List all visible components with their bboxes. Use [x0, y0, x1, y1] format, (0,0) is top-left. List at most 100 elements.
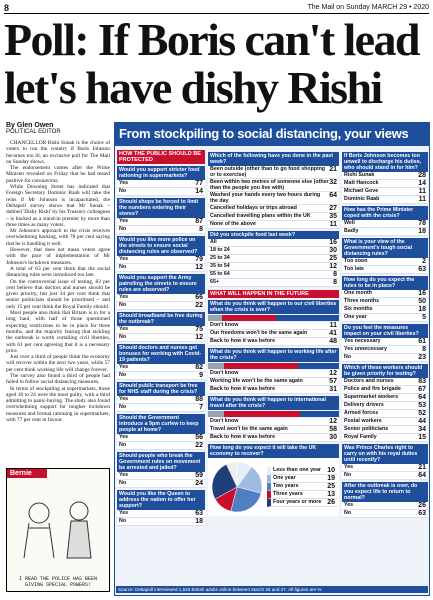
question: Which of the following have you done in … [208, 152, 339, 166]
answer-row: Well 78 [342, 220, 428, 228]
answer-value: 15 [418, 434, 426, 441]
article: CHANCELLOR Rishi Sunak is the choice of … [6, 140, 110, 465]
question: How long do you expect the rules to be i… [342, 276, 428, 290]
answer-row: Matt Hancock 14 [342, 180, 428, 188]
bar-segment [223, 363, 299, 369]
answer-label: Yes [119, 256, 129, 262]
answer-row: No 24 [117, 480, 205, 488]
bar-segment [299, 411, 339, 417]
answer-row: Yes 56 [117, 434, 205, 442]
answer-row: Armed forces 52 [342, 410, 428, 418]
legend-row: Three years 13 [267, 491, 337, 499]
legend-value: 19 [327, 475, 335, 482]
panel-title: From stockpiling to social distancing, y… [114, 122, 430, 146]
question: If Boris Johnson becomes too unwell to d… [342, 152, 428, 172]
answer-value: 7 [199, 404, 203, 411]
source-note: Source: Deltapoll interviewed 1,545 Brit… [116, 586, 428, 593]
answer-label: Been outside (other than to go food shop… [210, 166, 326, 178]
answer-row: Senior politicians 34 [342, 426, 428, 434]
answer-value: 44 [418, 418, 426, 425]
question: Should the Government introduce a 9pm cu… [117, 414, 205, 434]
answer-row: Michael Gove 11 [342, 188, 428, 196]
question: Was Prince Charles right to carry on wit… [342, 444, 428, 464]
article-paragraph: However, that does not mean voters agree… [6, 247, 110, 266]
answer-label: Cancelled holidays or trips abroad [210, 205, 297, 211]
answer-row: 65+ 8 [208, 279, 339, 287]
answer-value: 22 [195, 442, 203, 449]
answer-value: 30 [329, 247, 337, 254]
bar-segment [208, 363, 224, 369]
pie-legend: Less than one year 10 One year 19 Two years 2… [267, 467, 337, 507]
byline-name: By Glen Owen [6, 122, 54, 129]
answer-label: No [119, 404, 127, 410]
answer-label: Yes [119, 434, 129, 440]
masthead: The Mail on Sunday MARCH 29 • 2020 [307, 4, 429, 11]
answer-value: 52 [418, 410, 426, 417]
cartoon-title: Bernie [7, 469, 47, 478]
question: Would you like the Queen to address the … [117, 490, 205, 510]
answer-value: 64 [418, 472, 426, 479]
section-heading: HOW THE PUBLIC SHOULD BE PROTECTED [117, 150, 205, 164]
question: Would you support stricter food rationin… [117, 166, 205, 180]
answer-row: Yes 63 [117, 510, 205, 518]
bar-segment [223, 411, 300, 417]
answer-value: 12 [195, 334, 203, 341]
answer-label: Rishi Sunak [344, 172, 375, 178]
legend-value: 26 [327, 499, 335, 506]
answer-label: Yes [119, 396, 129, 402]
answer-label: Yes [119, 294, 129, 300]
answer-label: Working life won't be the same again [210, 378, 303, 384]
answer-value: 78 [418, 220, 426, 227]
answer-row: Yes 77 [117, 180, 205, 188]
answer-row: Cancelled holidays or trips abroad 27 [208, 205, 339, 213]
answer-value: 53 [418, 402, 426, 409]
answer-label: Armed forces [344, 410, 379, 416]
answer-row: No 9 [117, 372, 205, 380]
answer-label: Don't know [210, 322, 239, 328]
legend-label: Two years [273, 483, 299, 489]
answer-label: Postal workers [344, 418, 382, 424]
answer-value: 61 [418, 338, 426, 345]
answer-label: 65+ [210, 279, 219, 285]
answer-label: Yes [119, 364, 129, 370]
answer-label: Our freedoms won't be the same again [210, 330, 308, 336]
answer-value: 8 [333, 279, 337, 286]
answer-label: Yes [344, 464, 354, 470]
byline: By Glen Owen POLITICAL EDITOR [6, 122, 110, 135]
answer-value: 63 [418, 510, 426, 517]
answer-label: No [344, 510, 352, 516]
answer-label: Yes unnecessary [344, 346, 387, 352]
answer-value: 35 [329, 213, 337, 220]
answer-row: No 7 [117, 404, 205, 412]
answer-value: 31 [329, 386, 337, 393]
answer-value: 58 [329, 426, 337, 433]
answer-value: 14 [195, 188, 203, 195]
answer-value: 18 [418, 306, 426, 313]
stacked-bar [208, 315, 339, 321]
answer-value: 21 [329, 166, 337, 173]
answer-value: 28 [418, 172, 426, 179]
answer-row: Don't know 12 [208, 370, 339, 378]
answer-label: 55 to 64 [210, 271, 230, 277]
answer-value: 18 [418, 228, 426, 235]
answer-label: No [119, 442, 127, 448]
answer-label: No [119, 480, 127, 486]
question: How has the Prime Minister coped with th… [342, 206, 428, 220]
answer-label: Yes [119, 180, 129, 186]
answer-row: No 12 [117, 334, 205, 342]
question: After the outbreak is over, do you expec… [342, 482, 428, 502]
answer-label: Royal Family [344, 434, 377, 440]
answer-row: Back to how it was before 30 [208, 434, 339, 442]
legend-label: Four years or more [273, 499, 322, 505]
page-header: 8 The Mail on Sunday MARCH 29 • 2020 [4, 2, 429, 14]
answer-label: No [119, 264, 127, 270]
answer-value: 5 [422, 314, 426, 321]
answer-row: No 23 [342, 354, 428, 362]
question: Should people who break the Government r… [117, 452, 205, 472]
poll-column: If Boris Johnson becomes too unwell to d… [342, 150, 428, 584]
legend-value: 13 [327, 491, 335, 498]
answer-row: One year 5 [342, 314, 428, 322]
answer-label: Travel won't be the same again [210, 426, 288, 432]
answer-value: 34 [418, 426, 426, 433]
answer-label: Back to how it was before [210, 338, 276, 344]
